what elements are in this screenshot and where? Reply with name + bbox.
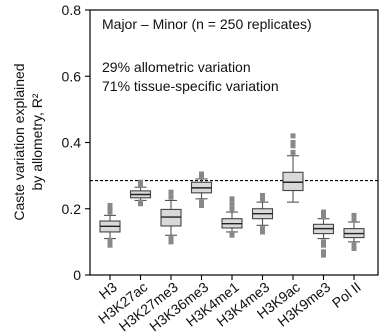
y-tick-label: 0 bbox=[73, 267, 81, 283]
box-series bbox=[99, 133, 365, 258]
box-outlier bbox=[168, 236, 174, 242]
box-iqr bbox=[282, 171, 304, 192]
box-outlier bbox=[321, 239, 326, 245]
box-outlier bbox=[199, 199, 204, 205]
y-axis: 0 0.2 0.4 0.6 0.8 bbox=[62, 2, 90, 283]
y-tick-label: 0.4 bbox=[62, 135, 82, 151]
y-axis-label-line-1: Caste variation explained bbox=[11, 63, 27, 220]
box-outlier bbox=[321, 249, 326, 255]
box-outlier bbox=[290, 133, 296, 139]
annotation-allometric: 29% allometric variation bbox=[102, 59, 251, 75]
box-outlier bbox=[107, 202, 113, 208]
box-outlier bbox=[229, 196, 235, 202]
box-outlier bbox=[199, 171, 204, 177]
box-outlier bbox=[138, 183, 143, 189]
box-outlier bbox=[321, 209, 326, 215]
box-outlier bbox=[351, 217, 357, 223]
y-axis-label-line-2: by allometry, R² bbox=[29, 93, 45, 190]
box-outlier bbox=[107, 209, 113, 215]
box-outlier bbox=[229, 231, 235, 237]
box-outlier bbox=[321, 242, 326, 248]
box-outlier bbox=[107, 206, 113, 212]
box-outlier bbox=[260, 226, 265, 232]
y-tick-label: 0.8 bbox=[62, 2, 82, 18]
box-outlier bbox=[229, 201, 235, 207]
box-outlier bbox=[351, 246, 357, 251]
box-outlier bbox=[260, 196, 265, 202]
box-outlier bbox=[138, 179, 143, 185]
box-outlier bbox=[290, 149, 296, 155]
box-outlier bbox=[351, 212, 357, 218]
box-outlier bbox=[138, 199, 143, 205]
box-outlier bbox=[260, 193, 265, 198]
y-tick-label: 0.6 bbox=[62, 68, 82, 84]
x-axis: H3H3K27acH3K27me3H3K36me3H3K4me1H3K4me3H… bbox=[95, 275, 364, 332]
box-outlier bbox=[229, 206, 235, 212]
y-tick-label: 0.2 bbox=[62, 201, 82, 217]
box-outlier bbox=[290, 143, 296, 149]
annotation-tissue-specific: 71% tissue-specific variation bbox=[102, 78, 279, 94]
box-outlier bbox=[168, 194, 174, 200]
annotation-header: Major – Minor (n = 250 replicates) bbox=[102, 16, 312, 32]
box-outlier bbox=[168, 189, 174, 195]
box-outlier bbox=[290, 140, 296, 145]
box-outlier bbox=[321, 212, 326, 218]
box-outlier bbox=[107, 237, 113, 243]
box-outlier bbox=[321, 252, 326, 258]
box-outlier bbox=[351, 242, 357, 248]
x-tick-label: Pol II bbox=[329, 279, 364, 311]
